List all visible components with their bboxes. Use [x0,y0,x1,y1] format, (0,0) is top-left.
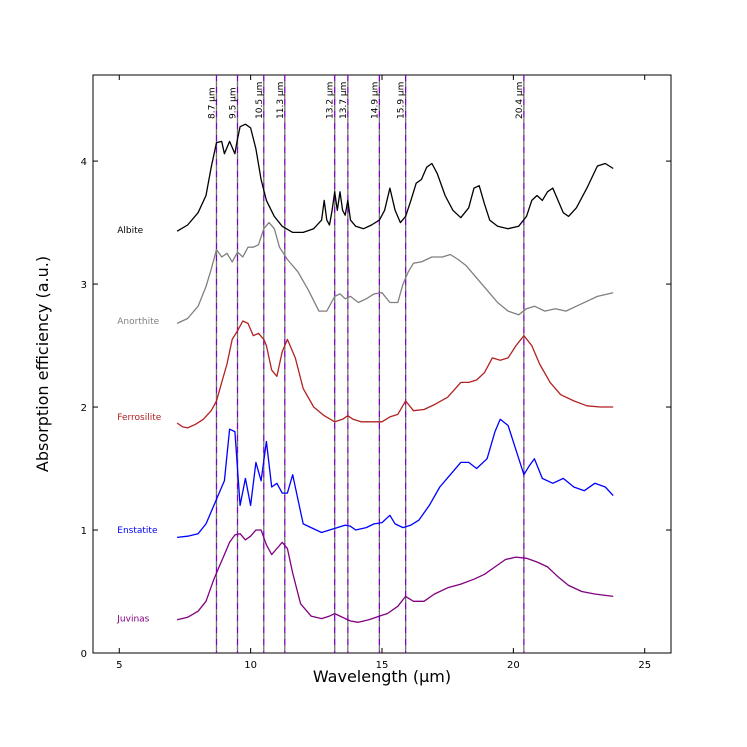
vertical-marker-labels: 8.7 μm 9.5 μm 10.5 μm 11.3 μm 13.2 μm 13.7 μm… [207,82,524,119]
x-axis-title: Wavelength (μm) [313,667,451,686]
vertical-marker-lines [215,75,525,653]
vertical-line-label: 14.9 μm [370,82,380,119]
series-label-ferrosilite: Ferrosilite [117,413,161,423]
vertical-line-label: 11.3 μm [276,82,286,119]
series-line-juvinas [176,529,614,623]
vertical-line-label: 20.4 μm [515,82,525,119]
series-lines [176,123,614,623]
x-tick-label: 25 [638,660,651,671]
series-line-anorthite [176,221,614,324]
x-tick-label: 20 [507,660,520,671]
vertical-line-label: 13.7 μm [339,82,349,119]
y-tick-label: 4 [81,157,87,168]
series-line-enstatite [177,418,614,539]
series-line-ferrosilite [176,320,614,429]
y-axis-ticks: 0 1 2 3 4 [81,157,671,660]
vertical-line-label: 15.9 μm [397,82,407,119]
series-line-albite [176,123,614,234]
vertical-line-label: 13.2 μm [326,82,336,119]
y-tick-label: 3 [81,280,87,291]
x-tick-label: 5 [116,660,122,671]
series-label-juvinas: Juvinas [116,615,149,625]
series-label-albite: Albite [117,226,143,236]
y-tick-label: 0 [81,649,87,660]
y-tick-label: 2 [81,403,87,414]
series-labels: Albite Anorthite Ferrosilite Enstatite Juvin… [116,226,161,625]
y-tick-label: 1 [81,526,87,537]
plot-area [92,74,672,654]
x-tick-label: 15 [376,660,389,671]
series-label-anorthite: Anorthite [117,317,159,327]
x-tick-label: 10 [244,660,257,671]
vertical-line-label: 10.5 μm [255,82,265,119]
x-axis-ticks: 5 10 15 20 25 [116,75,651,671]
vertical-line-label: 8.7 μm [207,87,217,119]
series-label-enstatite: Enstatite [117,526,158,536]
y-axis-title: Absorption efficiency (a.u.) [33,256,52,472]
vertical-line-label: 9.5 μm [229,87,239,119]
